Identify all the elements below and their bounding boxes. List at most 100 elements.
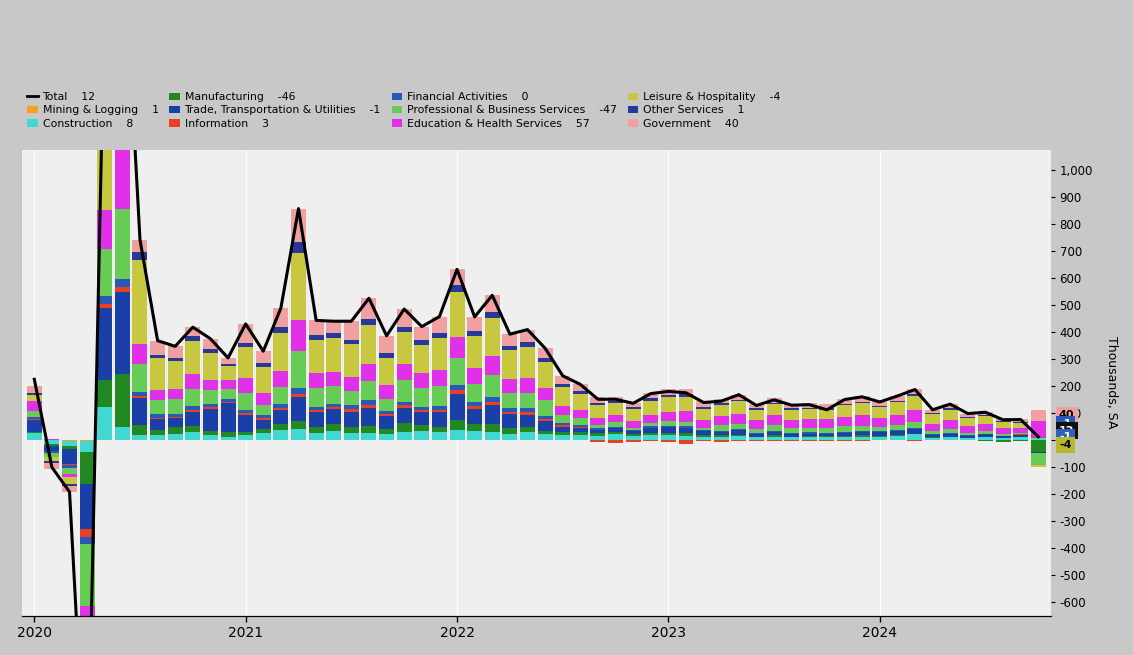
- Bar: [343, 427, 359, 433]
- Bar: [133, 261, 147, 344]
- Bar: [943, 434, 957, 436]
- Bar: [819, 409, 834, 419]
- Bar: [397, 402, 411, 405]
- Bar: [221, 364, 236, 366]
- Bar: [696, 409, 712, 421]
- Bar: [854, 436, 870, 440]
- Bar: [485, 318, 500, 356]
- Bar: [415, 425, 429, 432]
- Bar: [256, 415, 271, 418]
- Bar: [784, 428, 799, 434]
- Bar: [238, 432, 253, 436]
- Bar: [732, 402, 747, 414]
- Bar: [749, 420, 764, 429]
- Bar: [996, 428, 1011, 434]
- Bar: [62, 446, 77, 449]
- Bar: [926, 438, 940, 440]
- Bar: [872, 432, 887, 436]
- Bar: [732, 435, 747, 436]
- Bar: [908, 396, 922, 410]
- Bar: [186, 375, 201, 389]
- Bar: [784, 440, 799, 441]
- Bar: [150, 355, 165, 358]
- Bar: [114, 374, 130, 427]
- Bar: [203, 349, 218, 353]
- Bar: [415, 388, 429, 407]
- Bar: [590, 430, 605, 434]
- Bar: [397, 327, 411, 332]
- Bar: [44, 462, 59, 469]
- Bar: [537, 362, 553, 388]
- Bar: [555, 387, 570, 405]
- Bar: [380, 411, 394, 414]
- Bar: [343, 377, 359, 391]
- Bar: [661, 395, 676, 396]
- Bar: [978, 412, 993, 415]
- Bar: [625, 430, 640, 431]
- Bar: [97, 407, 112, 440]
- Bar: [186, 409, 201, 412]
- Bar: [133, 364, 147, 392]
- Text: -1: -1: [1059, 419, 1072, 429]
- Bar: [644, 440, 658, 441]
- Bar: [644, 426, 658, 428]
- Bar: [221, 358, 236, 364]
- Bar: [573, 432, 588, 435]
- Bar: [326, 333, 341, 338]
- Bar: [44, 446, 59, 451]
- Bar: [767, 440, 782, 441]
- Bar: [1031, 410, 1046, 421]
- Bar: [150, 436, 165, 440]
- Bar: [343, 344, 359, 377]
- Bar: [1031, 421, 1046, 437]
- Bar: [79, 440, 95, 441]
- Bar: [714, 440, 729, 443]
- Bar: [714, 399, 729, 403]
- Bar: [485, 398, 500, 402]
- Bar: [573, 394, 588, 409]
- Bar: [79, 536, 95, 544]
- Bar: [467, 384, 483, 402]
- Bar: [837, 436, 852, 437]
- Bar: [520, 412, 535, 415]
- Bar: [819, 433, 834, 434]
- Bar: [291, 429, 306, 440]
- Text: 40: 40: [1059, 410, 1074, 421]
- Bar: [186, 327, 201, 336]
- Bar: [150, 418, 165, 419]
- Bar: [432, 413, 446, 427]
- Bar: [872, 436, 887, 437]
- Bar: [644, 415, 658, 423]
- Bar: [854, 403, 870, 415]
- Bar: [308, 373, 324, 388]
- Bar: [273, 430, 289, 440]
- Bar: [326, 407, 341, 409]
- Bar: [326, 403, 341, 407]
- Bar: [168, 419, 182, 426]
- Bar: [802, 436, 817, 438]
- Bar: [380, 386, 394, 399]
- Bar: [767, 431, 782, 432]
- Bar: [432, 432, 446, 440]
- Bar: [573, 418, 588, 424]
- Bar: [767, 425, 782, 431]
- Bar: [168, 346, 182, 358]
- Bar: [221, 403, 236, 432]
- Bar: [291, 253, 306, 320]
- Bar: [732, 430, 747, 435]
- Bar: [661, 396, 676, 412]
- Bar: [502, 379, 518, 393]
- Bar: [397, 423, 411, 432]
- Bar: [608, 434, 623, 440]
- Bar: [291, 242, 306, 253]
- Bar: [854, 432, 870, 436]
- Bar: [872, 427, 887, 432]
- Bar: [661, 426, 676, 427]
- Bar: [854, 402, 870, 403]
- Bar: [996, 418, 1011, 421]
- Bar: [520, 347, 535, 378]
- Bar: [380, 417, 394, 429]
- Bar: [79, 441, 95, 452]
- Bar: [608, 432, 623, 434]
- Bar: [467, 331, 483, 336]
